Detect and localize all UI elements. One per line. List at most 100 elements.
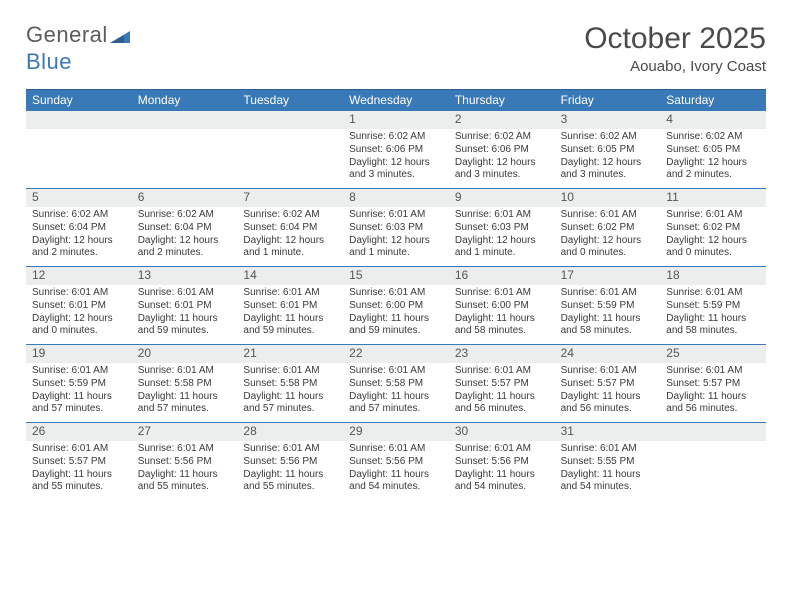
day-info: Sunrise: 6:02 AMSunset: 6:04 PMDaylight:…: [30, 209, 128, 260]
day2-line: and 59 minutes.: [138, 325, 234, 338]
sunset-line: Sunset: 6:05 PM: [666, 144, 762, 157]
day1-line: Daylight: 11 hours: [243, 391, 339, 404]
daynum-row: 26: [26, 423, 132, 441]
daynum-row: [660, 423, 766, 441]
day-cell: 8Sunrise: 6:01 AMSunset: 6:03 PMDaylight…: [343, 189, 449, 266]
day-cell: [132, 111, 238, 188]
day-cell: 7 Sunrise: 6:02 AMSunset: 6:04 PMDaylight…: [237, 189, 343, 266]
sunrise-line: Sunrise: 6:01 AM: [32, 365, 128, 378]
sunset-line: Sunset: 5:59 PM: [666, 300, 762, 313]
day-info: Sunrise: 6:02 AMSunset: 6:06 PMDaylight:…: [347, 131, 445, 182]
day-cell: 28Sunrise: 6:01 AMSunset: 5:56 PMDayligh…: [237, 423, 343, 500]
day-number: 23: [455, 346, 468, 360]
day-info: Sunrise: 6:02 AMSunset: 6:04 PMDaylight:…: [241, 209, 339, 260]
day-cell: 1 Sunrise: 6:02 AMSunset: 6:06 PMDaylight…: [343, 111, 449, 188]
day-cell: 25Sunrise: 6:01 AMSunset: 5:57 PMDayligh…: [660, 345, 766, 422]
day1-line: Daylight: 11 hours: [666, 313, 762, 326]
day-number: 27: [138, 424, 151, 438]
sunset-line: Sunset: 6:06 PM: [455, 144, 551, 157]
sunset-line: Sunset: 5:56 PM: [138, 456, 234, 469]
sunrise-line: Sunrise: 6:02 AM: [666, 131, 762, 144]
day-number: 25: [666, 346, 679, 360]
daynum-row: 7: [237, 189, 343, 207]
day2-line: and 58 minutes.: [666, 325, 762, 338]
sunset-line: Sunset: 6:01 PM: [243, 300, 339, 313]
day-number: 15: [349, 268, 362, 282]
day-number: 17: [561, 268, 574, 282]
day-number: 24: [561, 346, 574, 360]
sunrise-line: Sunrise: 6:01 AM: [561, 209, 657, 222]
daynum-row: 4: [660, 111, 766, 129]
day-number: 22: [349, 346, 362, 360]
day-number: 28: [243, 424, 256, 438]
location: Aouabo, Ivory Coast: [584, 58, 766, 75]
day-info: Sunrise: 6:01 AMSunset: 5:56 PMDaylight:…: [347, 443, 445, 494]
day-number: 26: [32, 424, 45, 438]
day1-line: Daylight: 11 hours: [138, 313, 234, 326]
day1-line: Daylight: 12 hours: [349, 157, 445, 170]
day1-line: Daylight: 11 hours: [455, 313, 551, 326]
day-cell: 29 Sunrise: 6:01 AMSunset: 5:56 PMDayligh…: [343, 423, 449, 500]
day2-line: and 2 minutes.: [666, 169, 762, 182]
day-info: Sunrise: 6:01 AMSunset: 5:57 PMDaylight:…: [30, 443, 128, 494]
daynum-row: 28: [237, 423, 343, 441]
day-info: Sunrise: 6:01 AMSunset: 6:01 PMDaylight:…: [30, 287, 128, 338]
day2-line: and 54 minutes.: [455, 481, 551, 494]
sunrise-line: Sunrise: 6:01 AM: [243, 365, 339, 378]
sunset-line: Sunset: 5:58 PM: [138, 378, 234, 391]
day1-line: Daylight: 12 hours: [561, 157, 657, 170]
day-cell: 2Sunrise: 6:02 AMSunset: 6:06 PMDaylight…: [449, 111, 555, 188]
sunrise-line: Sunrise: 6:01 AM: [455, 209, 551, 222]
sunrise-line: Sunrise: 6:01 AM: [561, 365, 657, 378]
day2-line: and 3 minutes.: [561, 169, 657, 182]
daynum-row: 21: [237, 345, 343, 363]
day-info: Sunrise: 6:01 AMSunset: 6:03 PMDaylight:…: [453, 209, 551, 260]
day-info: Sunrise: 6:02 AMSunset: 6:06 PMDaylight:…: [453, 131, 551, 182]
day1-line: Daylight: 12 hours: [32, 235, 128, 248]
daynum-row: 14: [237, 267, 343, 285]
day-cell: 5Sunrise: 6:02 AMSunset: 6:04 PMDaylight…: [26, 189, 132, 266]
weekday-label: Monday: [132, 90, 238, 110]
sunset-line: Sunset: 6:00 PM: [349, 300, 445, 313]
brand-logo: GeneralBlue: [26, 22, 132, 75]
day-info: Sunrise: 6:01 AMSunset: 6:01 PMDaylight:…: [241, 287, 339, 338]
day-cell: [26, 111, 132, 188]
sunset-line: Sunset: 5:57 PM: [32, 456, 128, 469]
sunrise-line: Sunrise: 6:01 AM: [666, 365, 762, 378]
daynum-row: 29: [343, 423, 449, 441]
header: GeneralBlue October 2025 Aouabo, Ivory C…: [26, 22, 766, 75]
day-number: 1: [349, 112, 356, 126]
brand-part2: Blue: [26, 49, 72, 74]
day-info: Sunrise: 6:01 AMSunset: 5:58 PMDaylight:…: [347, 365, 445, 416]
day-cell: 13Sunrise: 6:01 AMSunset: 6:01 PMDayligh…: [132, 267, 238, 344]
sunrise-line: Sunrise: 6:02 AM: [138, 209, 234, 222]
day1-line: Daylight: 11 hours: [32, 391, 128, 404]
day1-line: Daylight: 11 hours: [243, 313, 339, 326]
daynum-row: 8: [343, 189, 449, 207]
day-cell: 23Sunrise: 6:01 AMSunset: 5:57 PMDayligh…: [449, 345, 555, 422]
day2-line: and 2 minutes.: [138, 247, 234, 260]
day-cell: 31Sunrise: 6:01 AMSunset: 5:55 PMDayligh…: [555, 423, 661, 500]
daynum-row: [132, 111, 238, 129]
daynum-row: 30: [449, 423, 555, 441]
day-info: Sunrise: 6:01 AMSunset: 6:02 PMDaylight:…: [664, 209, 762, 260]
sunrise-line: Sunrise: 6:01 AM: [666, 287, 762, 300]
day-info: Sunrise: 6:01 AMSunset: 5:59 PMDaylight:…: [664, 287, 762, 338]
sunset-line: Sunset: 6:02 PM: [666, 222, 762, 235]
daynum-row: 27: [132, 423, 238, 441]
day-info: Sunrise: 6:01 AMSunset: 6:02 PMDaylight:…: [559, 209, 657, 260]
sunrise-line: Sunrise: 6:01 AM: [349, 443, 445, 456]
sunset-line: Sunset: 5:57 PM: [455, 378, 551, 391]
daynum-row: 25: [660, 345, 766, 363]
daynum-row: [237, 111, 343, 129]
day-cell: 12Sunrise: 6:01 AMSunset: 6:01 PMDayligh…: [26, 267, 132, 344]
sunset-line: Sunset: 6:04 PM: [243, 222, 339, 235]
weekday-label: Wednesday: [343, 90, 449, 110]
day-info: Sunrise: 6:01 AMSunset: 6:00 PMDaylight:…: [347, 287, 445, 338]
day1-line: Daylight: 12 hours: [455, 235, 551, 248]
daynum-row: 13: [132, 267, 238, 285]
day1-line: Daylight: 12 hours: [243, 235, 339, 248]
day1-line: Daylight: 12 hours: [666, 235, 762, 248]
day1-line: Daylight: 11 hours: [349, 313, 445, 326]
day-number: 13: [138, 268, 151, 282]
